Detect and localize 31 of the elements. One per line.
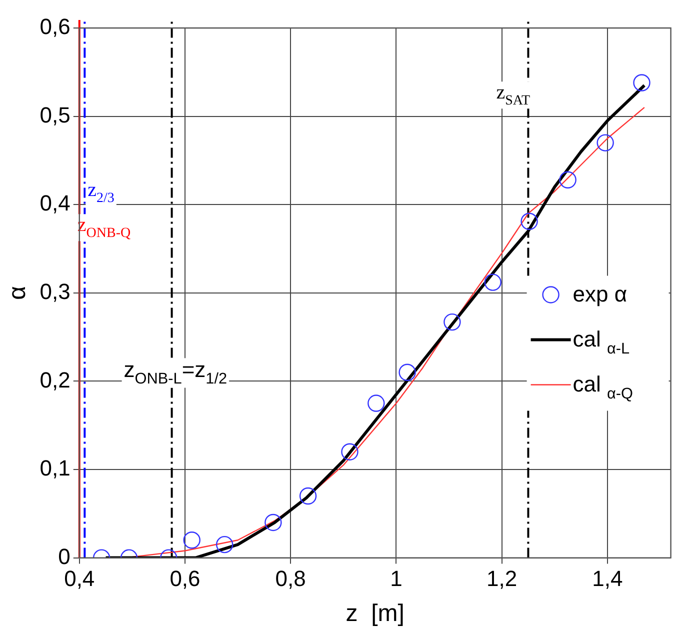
point (368, 394, 385, 412)
x-tick-label: 1,4 (592, 566, 623, 592)
x-tick-label: 1 (390, 566, 402, 592)
y-tick-label: 0,3 (40, 278, 70, 304)
y-tick-label: 0,1 (40, 456, 70, 481)
x-tick-label: 0,8 (275, 566, 306, 592)
x-axis-title: z [m] (346, 600, 404, 628)
y-tick-label: 0,4 (40, 190, 70, 216)
x-tick-label: 0,4 (64, 566, 95, 592)
point (484, 274, 502, 291)
point (183, 532, 200, 549)
point (596, 134, 614, 152)
y-tick-label: 0,6 (40, 14, 70, 40)
legend-label: exp α (572, 282, 628, 307)
x-tick-label: 1,2 (486, 566, 518, 592)
point (264, 514, 282, 532)
point (341, 443, 358, 460)
y-tick-label: 0,2 (40, 367, 70, 392)
point (299, 487, 317, 505)
point (520, 212, 538, 230)
point (398, 364, 416, 381)
y-tick-label: 0,5 (40, 102, 70, 128)
point (216, 536, 234, 554)
legend-label: cal α-L (572, 326, 630, 358)
legend-label: cal α-Q (572, 372, 634, 402)
point (633, 74, 650, 92)
y-tick-label: 0 (58, 544, 70, 569)
y-axis-title: α (4, 286, 32, 300)
point (559, 171, 576, 188)
point (444, 313, 461, 331)
x-tick-label: 0,6 (170, 566, 200, 592)
